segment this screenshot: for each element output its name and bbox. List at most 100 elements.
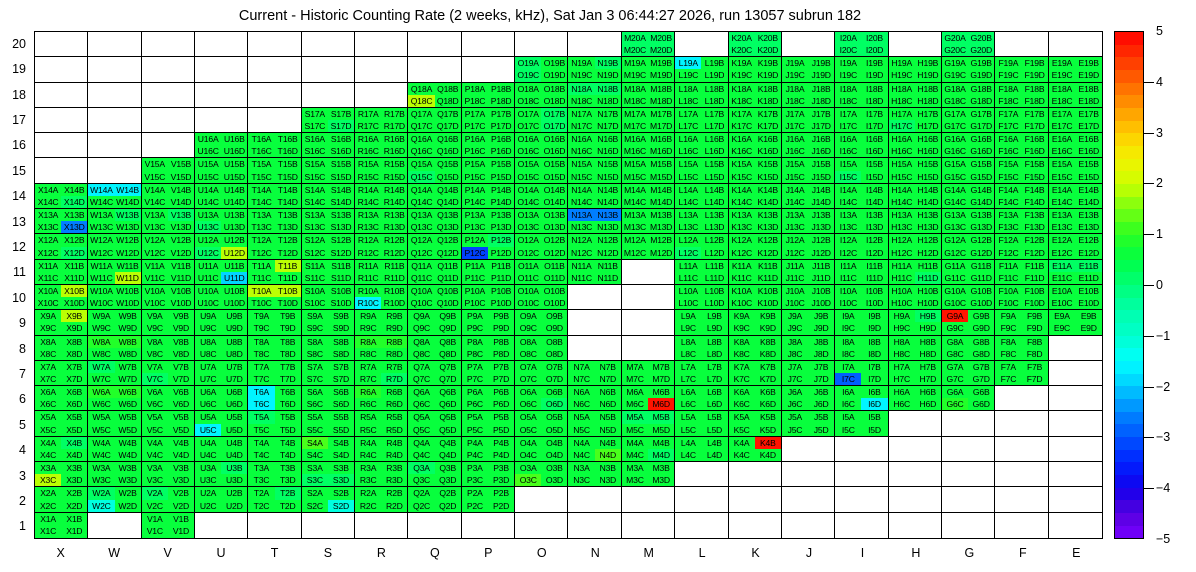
quadrant-N12C[interactable]: N12C (568, 246, 595, 259)
quadrant-V4C[interactable]: V4C (141, 448, 168, 462)
quadrant-T7D[interactable]: T7D (274, 373, 301, 386)
quadrant-Q9C[interactable]: Q9C (408, 322, 435, 335)
quadrant-W10D[interactable]: W10D (114, 297, 141, 310)
quadrant-R9B[interactable]: R9B (381, 310, 408, 323)
paddle-cell-I15[interactable]: I15A I15B I15C I15D (835, 158, 889, 184)
quadrant-P11A[interactable]: P11A (461, 259, 488, 272)
quadrant-R16A[interactable]: R16A (355, 133, 382, 146)
quadrant-X1C[interactable]: X1C (35, 525, 62, 538)
paddle-cell-K10[interactable]: K10A K10B K10C K10D (728, 284, 782, 311)
quadrant-O14C[interactable]: O14C (515, 195, 542, 209)
paddle-cell-Q20[interactable] (408, 32, 462, 58)
quadrant-J9D[interactable]: J9D (808, 322, 835, 335)
quadrant-P10C[interactable]: P10C (461, 297, 488, 310)
quadrant-V13A[interactable]: V13A (141, 209, 168, 222)
quadrant-E19D[interactable]: E19D (1075, 69, 1102, 82)
paddle-cell-W6[interactable]: W6A W6B W6C W6D (88, 386, 142, 412)
quadrant-S4A[interactable]: S4A (301, 436, 328, 449)
quadrant-H18C[interactable]: H18C (888, 94, 915, 107)
quadrant-K10D[interactable]: K10D (754, 297, 781, 310)
quadrant-F19D[interactable]: F19D (1021, 69, 1048, 82)
paddle-cell-R8[interactable]: R8A R8B R8C R8D (355, 335, 409, 361)
quadrant-J8C[interactable]: J8C (781, 347, 809, 360)
quadrant-J6C[interactable]: J6C (781, 398, 809, 411)
quadrant-S12B[interactable]: S12B (327, 234, 355, 247)
quadrant-J12A[interactable]: J12A (781, 234, 809, 247)
paddle-cell-L6[interactable]: L6A L6B L6C L6D (675, 386, 729, 412)
quadrant-S14D[interactable]: S14D (327, 195, 355, 209)
paddle-cell-T18[interactable] (248, 82, 302, 108)
quadrant-J5C[interactable]: J5C (781, 423, 809, 436)
quadrant-Q14B[interactable]: Q14B (434, 183, 461, 196)
quadrant-U3A[interactable]: U3A (195, 462, 222, 475)
quadrant-J18C[interactable]: J18C (781, 94, 809, 107)
paddle-cell-I11[interactable]: I11A I11B I11C I11D (835, 259, 889, 285)
quadrant-F12B[interactable]: F12B (1021, 234, 1048, 247)
quadrant-N4A[interactable]: N4A (568, 436, 595, 449)
quadrant-I10C[interactable]: I10C (835, 297, 862, 310)
quadrant-U7B[interactable]: U7B (221, 360, 248, 374)
paddle-cell-U20[interactable] (195, 32, 249, 58)
quadrant-S5D[interactable]: S5D (327, 423, 355, 436)
quadrant-L18D[interactable]: L18D (701, 94, 728, 107)
quadrant-K5A[interactable]: K5A (728, 411, 755, 424)
quadrant-G17C[interactable]: G17C (941, 120, 969, 133)
paddle-cell-N6[interactable]: N6A N6B N6C N6D (568, 386, 622, 412)
quadrant-J18A[interactable]: J18A (781, 82, 809, 95)
quadrant-U14C[interactable]: U14C (195, 195, 222, 209)
quadrant-I11A[interactable]: I11A (835, 259, 862, 272)
paddle-cell-G16[interactable]: G16A G16B G16C G16D (941, 133, 996, 159)
quadrant-Q12A[interactable]: Q12A (408, 234, 435, 247)
quadrant-L9D[interactable]: L9D (701, 322, 728, 335)
quadrant-U14D[interactable]: U14D (221, 195, 248, 209)
paddle-cell-S7[interactable]: S7A S7B S7C S7D (301, 360, 356, 387)
paddle-cell-E17[interactable]: E17A E17B E17C E17D (1048, 107, 1102, 134)
quadrant-O7A[interactable]: O7A (515, 360, 542, 374)
quadrant-H19D[interactable]: H19D (914, 69, 941, 82)
paddle-cell-F1[interactable] (995, 512, 1049, 538)
paddle-cell-X14[interactable]: X14A X14B X14C X14D (35, 183, 89, 210)
paddle-cell-K12[interactable]: K12A K12B K12C K12D (728, 234, 782, 260)
quadrant-Q15D[interactable]: Q15D (434, 170, 461, 183)
quadrant-P9B[interactable]: P9B (487, 310, 515, 323)
quadrant-T15C[interactable]: T15C (248, 170, 275, 183)
paddle-cell-F3[interactable] (995, 462, 1049, 488)
paddle-cell-M9[interactable] (621, 310, 676, 336)
quadrant-L13A[interactable]: L13A (675, 209, 702, 222)
quadrant-X14B[interactable]: X14B (61, 183, 88, 196)
quadrant-Q15B[interactable]: Q15B (434, 158, 461, 171)
quadrant-O17A[interactable]: O17A (515, 107, 542, 121)
quadrant-R8D[interactable]: R8D (381, 347, 408, 360)
quadrant-U13C[interactable]: U13C (195, 221, 222, 234)
paddle-cell-Q12[interactable]: Q12A Q12B Q12C Q12D (408, 234, 462, 260)
paddle-cell-P20[interactable] (461, 32, 516, 58)
quadrant-M20B[interactable]: M20B (648, 32, 675, 45)
quadrant-M7B[interactable]: M7B (648, 360, 675, 374)
quadrant-N15D[interactable]: N15D (594, 170, 621, 183)
paddle-cell-I19[interactable]: I19A I19B I19C I19D (835, 57, 889, 83)
quadrant-U3D[interactable]: U3D (221, 474, 248, 487)
quadrant-I5B[interactable]: I5B (861, 411, 888, 424)
quadrant-H15C[interactable]: H15C (888, 170, 915, 183)
quadrant-L5A[interactable]: L5A (675, 411, 702, 424)
quadrant-I5A[interactable]: I5A (835, 411, 862, 424)
quadrant-Q2C[interactable]: Q2C (408, 499, 435, 512)
paddle-cell-J7[interactable]: J7A J7B J7C J7D (781, 360, 836, 387)
quadrant-K6C[interactable]: K6C (728, 398, 755, 411)
quadrant-M19B[interactable]: M19B (648, 57, 675, 70)
paddle-cell-S19[interactable] (301, 57, 356, 83)
paddle-cell-V20[interactable] (141, 32, 196, 58)
quadrant-H16C[interactable]: H16C (888, 145, 915, 158)
quadrant-T12D[interactable]: T12D (274, 246, 301, 259)
quadrant-O11C[interactable]: O11C (515, 271, 542, 284)
quadrant-L8C[interactable]: L8C (675, 347, 702, 360)
paddle-cell-M13[interactable]: M13A M13B M13C M13D (621, 209, 676, 235)
paddle-cell-E20[interactable] (1048, 32, 1102, 58)
paddle-cell-J11[interactable]: J11A J11B J11C J11D (781, 259, 836, 285)
paddle-cell-V8[interactable]: V8A V8B V8C V8D (141, 335, 196, 361)
quadrant-F18C[interactable]: F18C (995, 94, 1022, 107)
paddle-cell-X19[interactable] (35, 57, 89, 83)
paddle-cell-V16[interactable] (141, 133, 196, 159)
quadrant-L10A[interactable]: L10A (675, 284, 702, 298)
quadrant-X6D[interactable]: X6D (61, 398, 88, 411)
